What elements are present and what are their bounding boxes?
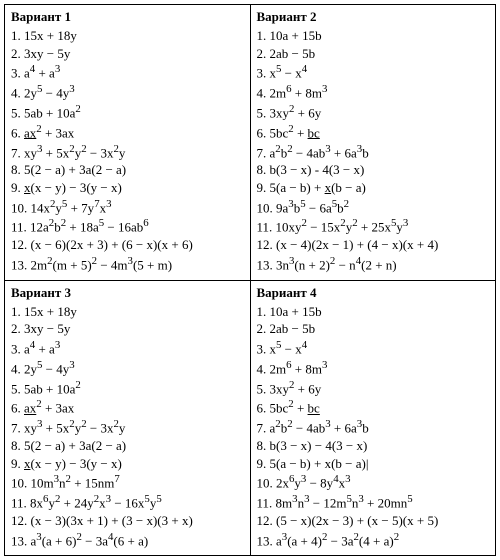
list-item: 7. xy3 + 5x2y2 − 3x2y — [11, 417, 244, 437]
list-item: 12. (5 − x)(2x − 3) + (x − 5)(x + 5) — [257, 512, 490, 530]
list-item: 13. a3(a + 4)2 − 3a2(4 + a)2 — [257, 530, 490, 550]
list-item: 5. 3xy2 + 6y — [257, 378, 490, 398]
list-item: 6. 5bc2 + bc — [257, 397, 490, 417]
list-item: 6. 5bc2 + bc — [257, 122, 490, 142]
list-item: 13. a3(a + 6)2 − 3a4(6 + a) — [11, 530, 244, 550]
variant-cell-2: Вариант 2 1. 10a + 15b2. 2ab − 5b3. x5 −… — [251, 5, 497, 281]
list-item: 8. b(3 − x) - 4(3 − x) — [257, 161, 490, 179]
list-item: 9. x(x − y) − 3(y − x) — [11, 179, 244, 197]
variant-cell-4: Вариант 4 1. 10a + 15b2. 2ab − 5b3. x5 −… — [251, 281, 497, 557]
item-list-4: 1. 10a + 15b2. 2ab − 5b3. x5 − x44. 2m6 … — [257, 303, 490, 550]
list-item: 4. 2y5 − 4y3 — [11, 82, 244, 102]
list-item: 2. 2ab − 5b — [257, 45, 490, 63]
variant-title: Вариант 3 — [11, 285, 244, 301]
list-item: 11. 8m3n3 − 12m5n3 + 20mn5 — [257, 492, 490, 512]
variant-title: Вариант 4 — [257, 285, 490, 301]
worksheet-grid: Вариант 1 1. 15x + 18y2. 3xy − 5y3. a4 +… — [4, 4, 496, 556]
list-item: 3. x5 − x4 — [257, 338, 490, 358]
variant-title: Вариант 2 — [257, 9, 490, 25]
variant-cell-3: Вариант 3 1. 15x + 18y2. 3xy − 5y3. a4 +… — [5, 281, 251, 557]
variant-cell-1: Вариант 1 1. 15x + 18y2. 3xy − 5y3. a4 +… — [5, 5, 251, 281]
list-item: 4. 2m6 + 8m3 — [257, 358, 490, 378]
list-item: 10. 10m3n2 + 15nm7 — [11, 472, 244, 492]
list-item: 10. 9a3b5 − 6a5b2 — [257, 197, 490, 217]
list-item: 3. x5 − x4 — [257, 62, 490, 82]
list-item: 12. (x − 6)(2x + 3) + (6 − x)(x + 6) — [11, 236, 244, 254]
list-item: 12. (x − 4)(2x − 1) + (4 − x)(x + 4) — [257, 236, 490, 254]
list-item: 10. 2x6y3 − 8y4x3 — [257, 472, 490, 492]
list-item: 7. a2b2 − 4ab3 + 6a3b — [257, 417, 490, 437]
list-item: 8. 5(2 − a) + 3a(2 − a) — [11, 437, 244, 455]
list-item: 1. 15x + 18y — [11, 27, 244, 45]
list-item: 1. 10a + 15b — [257, 303, 490, 321]
list-item: 6. ax2 + 3ax — [11, 122, 244, 142]
item-list-2: 1. 10a + 15b2. 2ab − 5b3. x5 − x44. 2m6 … — [257, 27, 490, 274]
list-item: 10. 14x2y5 + 7y7x3 — [11, 197, 244, 217]
variant-title: Вариант 1 — [11, 9, 244, 25]
list-item: 11. 12a2b2 + 18a5 − 16ab6 — [11, 216, 244, 236]
list-item: 3. a4 + a3 — [11, 338, 244, 358]
list-item: 7. xy3 + 5x2y2 − 3x2y — [11, 142, 244, 162]
list-item: 11. 10xy2 − 15x2y2 + 25x5y3 — [257, 216, 490, 236]
list-item: 13. 2m2(m + 5)2 − 4m3(5 + m) — [11, 254, 244, 274]
list-item: 9. 5(a − b) + x(b − a)| — [257, 455, 490, 473]
list-item: 2. 3xy − 5y — [11, 320, 244, 338]
list-item: 12. (x − 3)(3x + 1) + (3 − x)(3 + x) — [11, 512, 244, 530]
list-item: 8. 5(2 − a) + 3a(2 − a) — [11, 161, 244, 179]
list-item: 9. 5(a − b) + x(b − a) — [257, 179, 490, 197]
list-item: 3. a4 + a3 — [11, 62, 244, 82]
list-item: 5. 5ab + 10a2 — [11, 378, 244, 398]
list-item: 9. x(x − y) − 3(y − x) — [11, 455, 244, 473]
list-item: 1. 15x + 18y — [11, 303, 244, 321]
list-item: 2. 2ab − 5b — [257, 320, 490, 338]
list-item: 2. 3xy − 5y — [11, 45, 244, 63]
list-item: 13. 3n3(n + 2)2 − n4(2 + n) — [257, 254, 490, 274]
list-item: 1. 10a + 15b — [257, 27, 490, 45]
list-item: 8. b(3 − x) − 4(3 − x) — [257, 437, 490, 455]
list-item: 4. 2y5 − 4y3 — [11, 358, 244, 378]
list-item: 4. 2m6 + 8m3 — [257, 82, 490, 102]
list-item: 6. ax2 + 3ax — [11, 397, 244, 417]
list-item: 5. 3xy2 + 6y — [257, 102, 490, 122]
list-item: 5. 5ab + 10a2 — [11, 102, 244, 122]
list-item: 7. a2b2 − 4ab3 + 6a3b — [257, 142, 490, 162]
list-item: 11. 8x6y2 + 24y2x3 − 16x5y5 — [11, 492, 244, 512]
item-list-1: 1. 15x + 18y2. 3xy − 5y3. a4 + a34. 2y5 … — [11, 27, 244, 274]
item-list-3: 1. 15x + 18y2. 3xy − 5y3. a4 + a34. 2y5 … — [11, 303, 244, 550]
